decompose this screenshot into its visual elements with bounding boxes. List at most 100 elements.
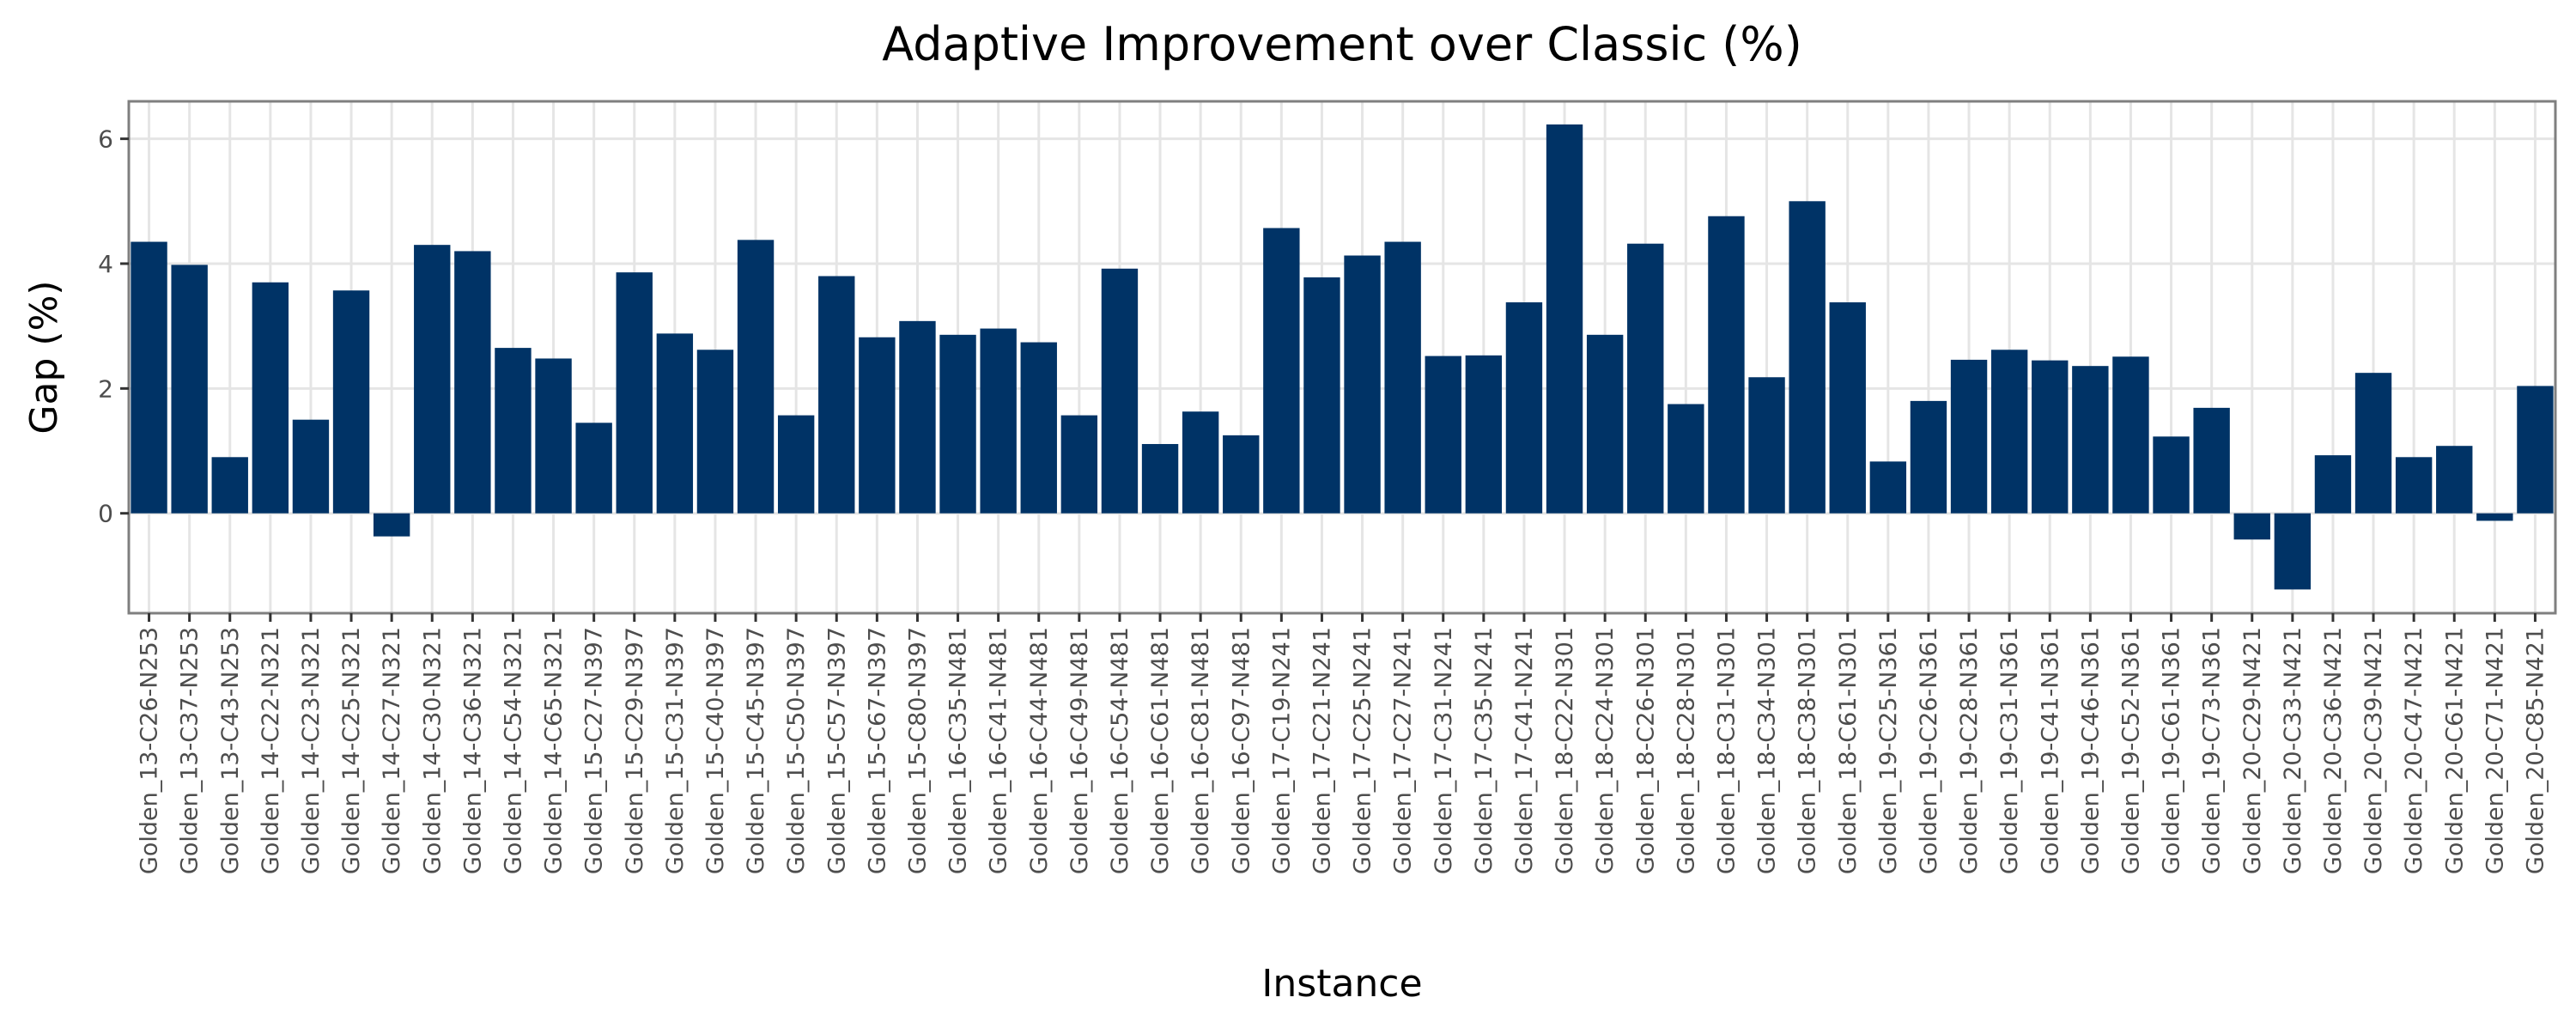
x-tick-label: Golden_14-C36-N321 [459, 627, 486, 874]
x-tick-label: Golden_15-C50-N397 [783, 627, 810, 874]
x-tick-label: Golden_14-C22-N321 [258, 627, 284, 874]
bar-Golden_19-C52-N361 [2112, 356, 2149, 514]
bar-Golden_18-C24-N301 [1586, 334, 1624, 514]
bar-Golden_19-C41-N361 [2032, 360, 2069, 514]
x-tick-label: Golden_19-C46-N361 [2077, 627, 2104, 874]
bar-Golden_16-C41-N481 [980, 328, 1017, 514]
bar-Golden_14-C25-N321 [332, 290, 370, 514]
y-tick-label: 2 [98, 374, 113, 403]
bar-Golden_16-C49-N481 [1060, 415, 1098, 514]
x-tick-label: Golden_20-C39-N421 [2360, 627, 2387, 874]
x-tick-label: Golden_20-C29-N421 [2239, 627, 2266, 874]
x-tick-label: Golden_19-C25-N361 [1875, 627, 1902, 874]
x-tick-label: Golden_15-C29-N397 [622, 627, 648, 874]
bar-Golden_19-C26-N361 [1910, 400, 1947, 514]
bar-Golden_18-C28-N301 [1668, 404, 1704, 514]
x-tick-label: Golden_16-C61-N481 [1147, 627, 1174, 874]
x-tick-label: Golden_15-C27-N397 [581, 627, 608, 874]
x-tick-label: Golden_16-C81-N481 [1188, 627, 1214, 874]
x-tick-label: Golden_14-C65-N321 [541, 627, 568, 874]
bar-Golden_14-C27-N321 [373, 513, 410, 537]
x-tick-label: Golden_18-C26-N301 [1632, 627, 1659, 874]
bar-Golden_15-C50-N397 [777, 415, 815, 514]
y-axis-label: Gap (%) [22, 280, 66, 434]
bar-Golden_19-C61-N361 [2153, 436, 2190, 514]
bar-Golden_20-C29-N421 [2233, 513, 2270, 540]
bar-Golden_15-C45-N397 [737, 240, 775, 514]
x-tick-label: Golden_20-C71-N421 [2482, 627, 2508, 874]
x-tick-label: Golden_20-C85-N421 [2522, 627, 2549, 874]
bar-Golden_18-C31-N301 [1708, 216, 1745, 514]
x-tick-label: Golden_19-C61-N361 [2159, 627, 2185, 874]
bar-Golden_14-C65-N321 [535, 358, 572, 514]
bar-Golden_15-C67-N397 [859, 337, 896, 514]
bar-Golden_20-C33-N421 [2274, 513, 2312, 590]
x-tick-label: Golden_13-C26-N253 [137, 627, 163, 874]
x-tick-label: Golden_15-C40-N397 [702, 627, 729, 874]
x-tick-label: Golden_19-C41-N361 [2037, 627, 2063, 874]
x-tick-label: Golden_14-C54-N321 [500, 627, 526, 874]
bar-Golden_17-C19-N241 [1263, 228, 1300, 514]
x-tick-label: Golden_13-C43-N253 [217, 627, 244, 874]
bar-Golden_14-C54-N321 [495, 348, 532, 514]
x-tick-label: Golden_14-C27-N321 [379, 627, 405, 874]
bar-Golden_19-C25-N361 [1869, 461, 1907, 514]
bar-Golden_18-C26-N301 [1627, 243, 1664, 514]
bar-Golden_20-C71-N421 [2476, 513, 2513, 521]
x-tick-label: Golden_15-C67-N397 [864, 627, 890, 874]
bar-Golden_16-C35-N481 [939, 334, 976, 514]
bar-Golden_20-C47-N421 [2395, 457, 2433, 514]
bar-Golden_20-C36-N421 [2314, 455, 2352, 514]
bar-Golden_13-C26-N253 [131, 241, 167, 514]
x-tick-label: Golden_16-C54-N481 [1107, 627, 1133, 874]
bar-Golden_13-C37-N253 [171, 265, 208, 514]
x-tick-label: Golden_14-C25-N321 [338, 627, 365, 874]
x-tick-label: Golden_17-C41-N241 [1511, 627, 1538, 874]
bar-Golden_19-C28-N361 [1950, 359, 1988, 514]
grid-layer [129, 101, 2555, 613]
bar-Golden_16-C97-N481 [1223, 435, 1260, 514]
x-tick-label: Golden_15-C80-N397 [904, 627, 931, 874]
bar-Golden_19-C73-N361 [2193, 407, 2230, 514]
x-tick-label: Golden_14-C23-N321 [298, 627, 325, 874]
x-tick-label: Golden_16-C49-N481 [1066, 627, 1093, 874]
bar-Golden_18-C22-N301 [1546, 124, 1583, 514]
x-tick-label: Golden_19-C31-N361 [1996, 627, 2023, 874]
x-axis: Golden_13-C26-N253 Golden_13-C37-N253 Gold… [137, 613, 2549, 874]
x-tick-label: Golden_19-C28-N361 [1956, 627, 1983, 874]
bar-Golden_19-C31-N361 [1990, 350, 2028, 514]
bar-Golden_20-C85-N421 [2517, 386, 2554, 514]
bars-layer [131, 124, 2554, 590]
x-tick-label: Golden_17-C35-N241 [1471, 627, 1498, 874]
bar-Golden_14-C22-N321 [252, 282, 289, 514]
plot-frame [127, 100, 2557, 615]
bar-Golden_20-C61-N421 [2436, 446, 2473, 514]
x-tick-label: Golden_16-C35-N481 [945, 627, 972, 874]
x-tick-label: Golden_18-C61-N301 [1835, 627, 1862, 874]
x-tick-label: Golden_16-C44-N481 [1026, 627, 1053, 874]
x-axis-label: Instance [1261, 962, 1422, 1006]
bar-Golden_14-C30-N321 [414, 245, 451, 514]
x-tick-label: Golden_15-C45-N397 [743, 627, 769, 874]
bar-Golden_16-C81-N481 [1182, 411, 1219, 514]
y-tick-label: 0 [98, 500, 113, 528]
x-tick-label: Golden_18-C28-N301 [1673, 627, 1699, 874]
y-axis: 0 2 4 6 [98, 125, 129, 528]
x-tick-label: Golden_20-C61-N421 [2441, 627, 2468, 874]
x-tick-label: Golden_19-C73-N361 [2199, 627, 2226, 874]
bar-Golden_13-C43-N253 [211, 457, 248, 514]
x-tick-label: Golden_17-C21-N241 [1309, 627, 1335, 874]
bar-Golden_15-C57-N397 [818, 276, 855, 514]
x-tick-label: Golden_18-C31-N301 [1713, 627, 1740, 874]
bar-Golden_19-C46-N361 [2072, 366, 2109, 514]
x-tick-label: Golden_19-C26-N361 [1916, 627, 1942, 874]
y-tick-label: 6 [98, 125, 113, 154]
x-tick-label: Golden_20-C33-N421 [2280, 627, 2306, 874]
bar-Golden_14-C36-N321 [454, 251, 491, 514]
x-tick-label: Golden_20-C47-N421 [2401, 627, 2427, 874]
x-tick-label: Golden_13-C37-N253 [177, 627, 204, 874]
bar-Golden_17-C31-N241 [1425, 356, 1461, 514]
bar-Golden_17-C41-N241 [1505, 302, 1543, 514]
